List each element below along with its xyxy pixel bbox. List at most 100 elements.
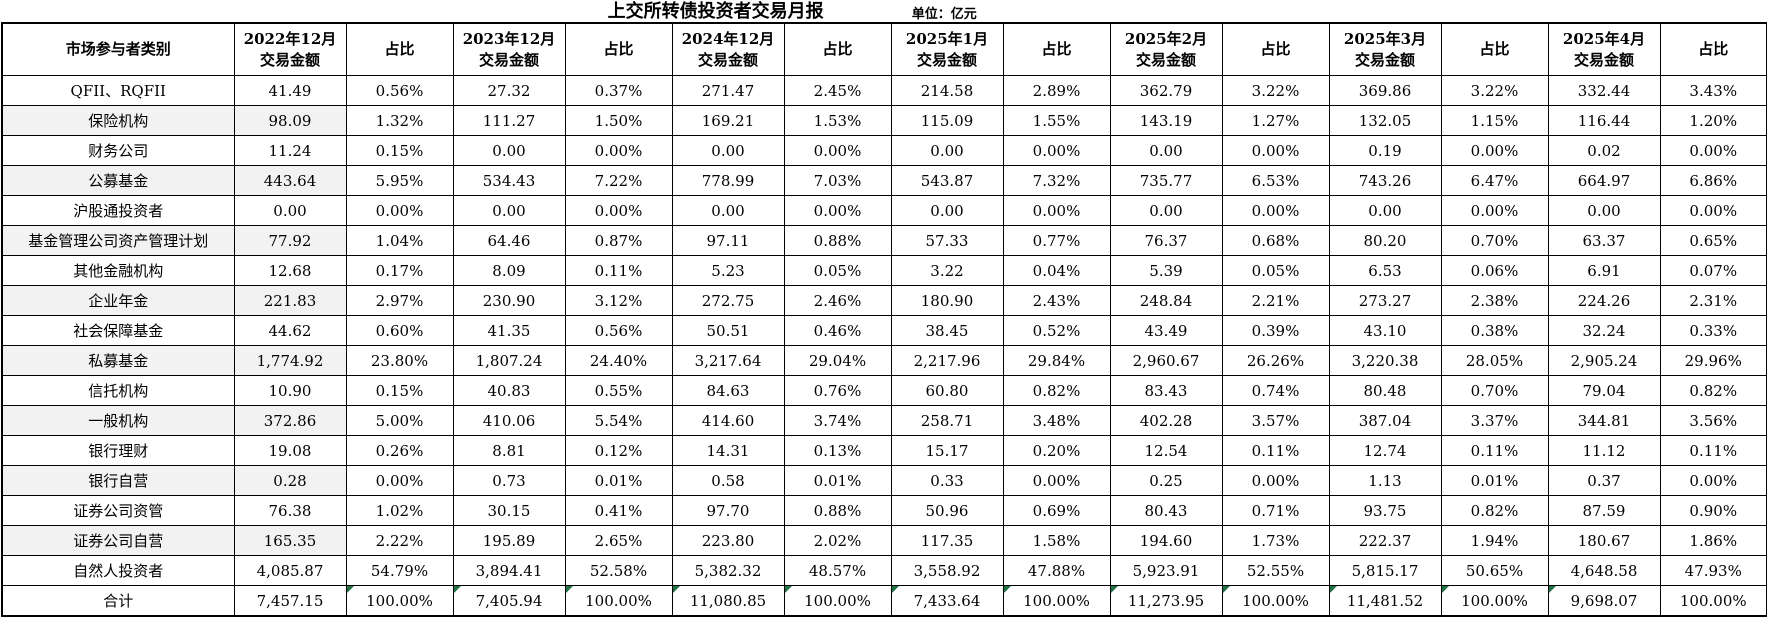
amount-cell: 80.43 bbox=[1109, 495, 1223, 526]
amount-cell: 1,774.92 bbox=[233, 345, 347, 376]
share-value: 1.73% bbox=[1251, 531, 1300, 550]
amount-cell: 0.02 bbox=[1547, 135, 1661, 166]
amount-cell: 214.58 bbox=[890, 75, 1004, 106]
amount-cell: 0.00 bbox=[233, 195, 347, 226]
amount-cell: 0.00 bbox=[452, 195, 566, 226]
monthly-report-table: 市场参与者类别 2022年12月 交易金额 占比 2023年12月 交易金额 占… bbox=[1, 22, 1767, 617]
col-header-share: 占比 bbox=[345, 22, 454, 76]
amount-cell: 0.25 bbox=[1109, 465, 1223, 496]
amount-value: 443.64 bbox=[263, 171, 317, 190]
amount-cell: 3,558.92 bbox=[890, 555, 1004, 586]
amount-cell: 38.45 bbox=[890, 315, 1004, 346]
amount-label: 交易金额 bbox=[259, 50, 320, 69]
amount-cell: 402.28 bbox=[1109, 405, 1223, 436]
amount-cell: 41.49 bbox=[233, 75, 347, 106]
col-header-share: 占比 bbox=[1221, 22, 1330, 76]
amount-value: 5.23 bbox=[711, 261, 745, 280]
amount-value: 11,273.95 bbox=[1127, 591, 1205, 610]
category-cell: QFII、RQFII bbox=[1, 75, 235, 106]
amount-value: 8.09 bbox=[492, 261, 526, 280]
amount-cell: 362.79 bbox=[1109, 75, 1223, 106]
share-cell: 3.56% bbox=[1659, 405, 1767, 436]
share-value: 1.02% bbox=[375, 501, 424, 520]
amount-cell: 4,648.58 bbox=[1547, 555, 1661, 586]
category-cell: 证券公司资管 bbox=[1, 495, 235, 526]
share-value: 0.15% bbox=[375, 381, 424, 400]
share-cell: 0.65% bbox=[1659, 225, 1767, 256]
share-cell: 54.79% bbox=[345, 555, 454, 586]
amount-cell: 410.06 bbox=[452, 405, 566, 436]
share-value: 6.53% bbox=[1251, 171, 1300, 190]
share-value: 3.22% bbox=[1251, 81, 1300, 100]
share-value: 6.47% bbox=[1470, 171, 1519, 190]
amount-cell: 195.89 bbox=[452, 525, 566, 556]
share-cell: 100.00% bbox=[1002, 585, 1111, 617]
share-cell: 3.57% bbox=[1221, 405, 1330, 436]
share-value: 5.54% bbox=[594, 411, 643, 430]
amount-cell: 273.27 bbox=[1328, 285, 1442, 316]
amount-value: 372.86 bbox=[263, 411, 317, 430]
table-row: 其他金融机构 12.68 0.17% 8.09 0.11% 5.23 0.05% 3.22 0.… bbox=[1, 255, 1767, 286]
table-body: QFII、RQFII 41.49 0.56% 27.32 0.37% 271.47 2.45… bbox=[1, 75, 1767, 617]
amount-cell: 778.99 bbox=[671, 165, 785, 196]
share-cell: 2.65% bbox=[564, 525, 673, 556]
category-cell: 证券公司自营 bbox=[1, 525, 235, 556]
amount-cell: 64.46 bbox=[452, 225, 566, 256]
share-cell: 6.53% bbox=[1221, 165, 1330, 196]
share-value: 0.00% bbox=[1032, 201, 1081, 220]
amount-value: 80.48 bbox=[1363, 381, 1407, 400]
share-value: 23.80% bbox=[370, 351, 429, 370]
amount-value: 60.80 bbox=[925, 381, 969, 400]
share-cell: 3.37% bbox=[1440, 405, 1549, 436]
share-cell: 0.90% bbox=[1659, 495, 1767, 526]
col-header-amount: 2025年4月 交易金额 bbox=[1547, 22, 1661, 76]
share-cell: 1.53% bbox=[783, 105, 892, 136]
share-cell: 0.01% bbox=[564, 465, 673, 496]
col-header-share: 占比 bbox=[1659, 22, 1767, 76]
share-value: 0.46% bbox=[813, 321, 862, 340]
amount-value: 0.00 bbox=[492, 141, 526, 160]
amount-cell: 116.44 bbox=[1547, 105, 1661, 136]
amount-cell: 3.22 bbox=[890, 255, 1004, 286]
amount-value: 7,405.94 bbox=[475, 591, 543, 610]
share-value: 0.01% bbox=[813, 471, 862, 490]
amount-cell: 32.24 bbox=[1547, 315, 1661, 346]
share-value: 1.20% bbox=[1689, 111, 1738, 130]
share-cell: 0.00% bbox=[345, 195, 454, 226]
error-indicator-triangle-icon bbox=[1223, 586, 1230, 593]
amount-value: 332.44 bbox=[1577, 81, 1631, 100]
share-cell: 0.11% bbox=[1221, 435, 1330, 466]
error-indicator-triangle-icon bbox=[1004, 586, 1011, 593]
amount-cell: 76.38 bbox=[233, 495, 347, 526]
error-indicator-triangle-icon bbox=[1442, 586, 1449, 593]
amount-cell: 143.19 bbox=[1109, 105, 1223, 136]
share-value: 54.79% bbox=[370, 561, 429, 580]
share-value: 0.65% bbox=[1689, 231, 1738, 250]
share-cell: 100.00% bbox=[1659, 585, 1767, 617]
title-bar: 上交所转债投资者交易月报 单位：亿元 bbox=[0, 0, 1767, 22]
amount-cell: 9,698.07 bbox=[1547, 585, 1661, 617]
amount-cell: 221.83 bbox=[233, 285, 347, 316]
share-value: 2.38% bbox=[1470, 291, 1519, 310]
table-row: 信托机构 10.90 0.15% 40.83 0.55% 84.63 0.76% 60.80 0… bbox=[1, 375, 1767, 406]
amount-value: 97.11 bbox=[706, 231, 750, 250]
amount-cell: 387.04 bbox=[1328, 405, 1442, 436]
share-value: 0.00% bbox=[1689, 141, 1738, 160]
amount-value: 0.02 bbox=[1587, 141, 1621, 160]
amount-label: 交易金额 bbox=[697, 50, 758, 69]
share-value: 29.04% bbox=[808, 351, 867, 370]
share-value: 0.00% bbox=[594, 201, 643, 220]
share-cell: 1.32% bbox=[345, 105, 454, 136]
col-header-amount: 2022年12月 交易金额 bbox=[233, 22, 347, 76]
amount-value: 1.13 bbox=[1368, 471, 1402, 490]
share-value: 0.39% bbox=[1251, 321, 1300, 340]
amount-value: 83.43 bbox=[1144, 381, 1188, 400]
share-cell: 1.73% bbox=[1221, 525, 1330, 556]
share-cell: 48.57% bbox=[783, 555, 892, 586]
amount-value: 0.00 bbox=[273, 201, 307, 220]
header-row: 市场参与者类别 2022年12月 交易金额 占比 2023年12月 交易金额 占… bbox=[1, 22, 1767, 76]
share-value: 0.68% bbox=[1251, 231, 1300, 250]
share-cell: 0.00% bbox=[783, 135, 892, 166]
share-value: 0.00% bbox=[594, 141, 643, 160]
category-label: 一般机构 bbox=[88, 412, 149, 430]
